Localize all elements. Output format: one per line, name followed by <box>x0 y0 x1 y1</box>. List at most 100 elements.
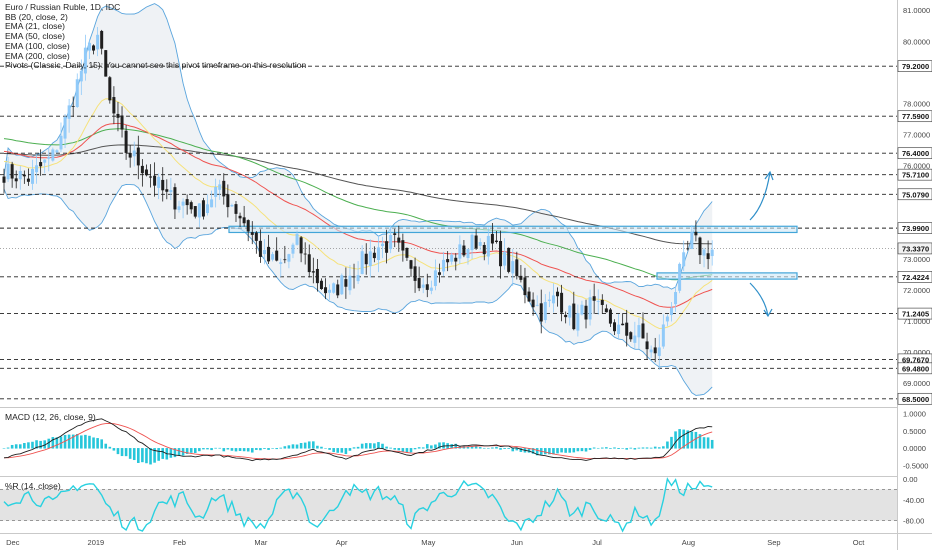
price-tick-label: 81.0000 <box>903 6 930 15</box>
candle-body <box>389 234 393 250</box>
candle-body <box>6 163 10 180</box>
macd-histogram-bar <box>450 444 453 449</box>
macd-histogram-bar <box>2 448 6 449</box>
macd-histogram-bar <box>157 448 160 461</box>
price-level-label: 73.3370 <box>902 244 929 253</box>
macd-histogram-bar <box>80 435 83 449</box>
candle-body <box>425 284 429 290</box>
candle-body <box>303 253 307 255</box>
candle-body <box>352 276 356 278</box>
price-level-label-box <box>897 168 932 181</box>
macd-histogram-bar <box>206 448 209 450</box>
candle-body <box>14 178 18 182</box>
candle-body <box>51 149 55 161</box>
macd-histogram-bar <box>132 448 136 461</box>
legend-ema50: EMA (50, close) <box>5 31 65 42</box>
time-tick-label: Dec <box>6 538 20 547</box>
macd-histogram-bar <box>267 448 270 450</box>
candle-body <box>470 234 474 251</box>
candle-body <box>39 162 43 167</box>
price-level-label: 77.5900 <box>902 112 929 121</box>
candle-body <box>560 292 564 313</box>
macd-histogram-bar <box>63 434 67 449</box>
macd-histogram-bar <box>185 448 189 454</box>
wr-tick-label: -80.00 <box>903 517 924 526</box>
price-tick-label: 77.0000 <box>903 131 930 140</box>
candle-body <box>446 259 450 263</box>
candle-body <box>604 308 608 313</box>
candle-body <box>267 246 271 262</box>
macd-histogram-bar <box>499 448 502 450</box>
time-tick-label: Jun <box>511 538 523 547</box>
candle-body <box>132 150 136 157</box>
candle-body <box>242 217 246 224</box>
candle-body <box>116 113 120 118</box>
candle-body <box>79 70 83 82</box>
candle-body <box>112 97 116 114</box>
price-level-label: 69.7670 <box>902 355 929 364</box>
candle-body <box>226 194 230 208</box>
macd-histogram-bar <box>397 448 401 451</box>
candle-body <box>539 303 543 322</box>
macd-histogram-bar <box>482 447 486 449</box>
macd-histogram-bar <box>487 447 490 449</box>
macd-histogram-bar <box>572 448 576 453</box>
macd-histogram-bar <box>35 440 38 449</box>
price-level-label: 79.2000 <box>902 62 929 71</box>
macd-histogram-bar <box>226 448 230 450</box>
macd-histogram-bar <box>173 448 177 458</box>
candle-body <box>26 178 30 182</box>
chart-title: Euro / Russian Ruble, 1D, IDC <box>5 2 121 12</box>
candle-body <box>674 292 678 305</box>
macd-histogram-bar <box>633 448 637 450</box>
candle-body <box>486 235 490 257</box>
candle-body <box>458 244 462 259</box>
candle-body <box>543 301 547 321</box>
macd-histogram-bar <box>421 447 425 449</box>
legend-ema200: EMA (200, close) <box>5 50 70 61</box>
candle-body <box>234 204 238 214</box>
candle-body <box>503 251 507 266</box>
macd-histogram-bar <box>576 448 580 452</box>
legend-ema100: EMA (100, close) <box>5 40 70 51</box>
macd-histogram-bar <box>425 444 429 449</box>
bullish-arrow <box>749 171 771 221</box>
candle-body <box>332 283 336 293</box>
macd-histogram-bar <box>609 448 612 449</box>
candle-body <box>185 199 189 206</box>
price-level-label: 75.7100 <box>902 171 929 180</box>
macd-histogram-bar <box>295 444 299 449</box>
macd-histogram-bar <box>352 447 356 449</box>
macd-histogram-bar <box>336 448 340 453</box>
arrow-up-icon <box>764 170 774 181</box>
price-axis: 81.000080.000078.000077.000076.000074.00… <box>897 6 932 405</box>
macd-histogram-bar <box>100 439 103 449</box>
candle-body <box>466 249 470 259</box>
macd-histogram-bar <box>666 441 669 449</box>
candle-body <box>478 242 482 246</box>
macd-histogram-bar <box>698 434 702 449</box>
macd-title: MACD (12, 26, close, 9) <box>5 412 96 422</box>
candle-body <box>165 189 169 192</box>
candle-body <box>401 240 405 251</box>
candle-body <box>608 309 612 324</box>
candle-body <box>433 270 437 287</box>
candle-body <box>181 201 185 206</box>
candle-body <box>556 291 560 297</box>
macd-histogram-bar <box>702 437 706 449</box>
wr-tick-label: 0.00 <box>903 475 918 484</box>
macd-histogram-bar <box>438 442 441 449</box>
candle-body <box>429 287 433 291</box>
candle-body <box>450 254 454 262</box>
macd-tick-label: 1.0000 <box>903 409 926 418</box>
candle-body <box>535 304 539 306</box>
candle-body <box>218 184 222 190</box>
macd-histogram-bar <box>263 448 266 449</box>
macd-histogram-bar <box>434 444 437 449</box>
candle-body <box>657 347 661 356</box>
macd-histogram-bar <box>527 448 531 453</box>
macd-histogram-bar <box>613 447 616 449</box>
macd-histogram-bar <box>23 443 26 449</box>
macd-histogram-bar <box>694 431 698 449</box>
macd-line <box>3 418 713 462</box>
